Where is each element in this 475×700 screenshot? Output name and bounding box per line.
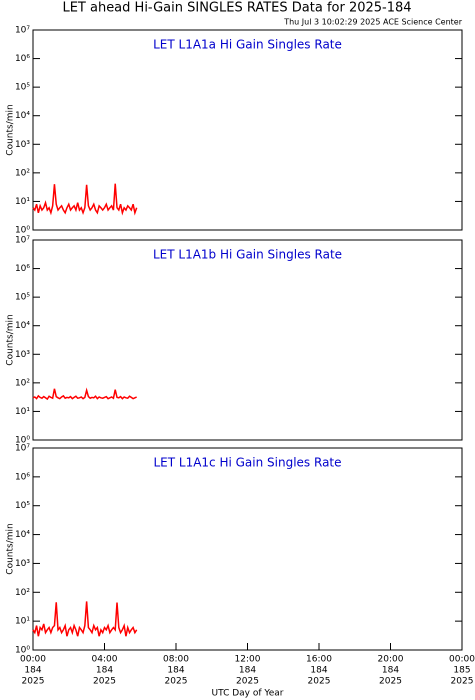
y-tick-label: 10⁵	[15, 501, 30, 511]
panel-title: LET L1A1c Hi Gain Singles Rate	[153, 456, 341, 470]
y-tick-label: 10⁰	[15, 646, 30, 656]
y-tick-label: 10⁷	[15, 26, 30, 36]
x-tick-label: 12:00	[235, 655, 261, 665]
x-tick-sublabel: 2025	[379, 677, 402, 687]
data-line	[32, 601, 138, 637]
x-axis-label: UTC Day of Year	[212, 689, 284, 699]
panel-title: LET L1A1a Hi Gain Singles Rate	[153, 38, 342, 52]
data-line	[32, 183, 138, 216]
y-tick-label: 10⁶	[15, 472, 30, 482]
y-tick-label: 10¹	[15, 617, 30, 627]
data-line	[32, 387, 137, 401]
y-tick-label: 10³	[15, 559, 30, 569]
y-tick-label: 10⁶	[15, 54, 30, 64]
x-tick-label: 08:00	[163, 655, 189, 665]
y-tick-label: 10⁰	[15, 226, 30, 236]
x-tick-sublabel: 184	[96, 666, 113, 676]
y-tick-label: 10⁴	[15, 530, 30, 540]
x-tick-label: 20:00	[378, 655, 404, 665]
y-tick-label: 10⁰	[15, 436, 30, 446]
y-tick-label: 10⁷	[15, 444, 30, 454]
x-tick-sublabel: 2025	[308, 677, 331, 687]
y-tick-label: 10³	[15, 350, 30, 360]
y-tick-label: 10³	[15, 140, 30, 150]
x-tick-sublabel: 184	[24, 666, 41, 676]
y-tick-label: 10⁷	[15, 236, 30, 246]
timestamp: Thu Jul 3 10:02:29 2025 ACE Science Cent…	[283, 18, 462, 27]
x-tick-label: 04:00	[92, 655, 118, 665]
y-tick-label: 10²	[15, 588, 30, 598]
x-tick-sublabel: 185	[453, 666, 470, 676]
y-tick-label: 10⁵	[15, 83, 30, 93]
y-tick-label: 10²	[15, 378, 30, 388]
x-tick-sublabel: 184	[382, 666, 399, 676]
x-tick-label: 00:00	[449, 655, 475, 665]
x-tick-sublabel: 2025	[93, 677, 116, 687]
plot-frame	[32, 29, 463, 231]
y-tick-label: 10⁵	[15, 293, 30, 303]
panel-title: LET L1A1b Hi Gain Singles Rate	[153, 248, 342, 262]
y-tick-label: 10¹	[15, 197, 30, 207]
x-tick-sublabel: 2025	[451, 677, 474, 687]
x-tick-sublabel: 184	[239, 666, 256, 676]
y-tick-label: 10⁴	[15, 321, 30, 331]
x-tick-sublabel: 2025	[22, 677, 45, 687]
page-title: LET ahead Hi-Gain SINGLES RATES Data for…	[62, 1, 411, 16]
y-tick-label: 10²	[15, 168, 30, 178]
y-axis-label: Counts/min	[6, 314, 16, 365]
x-tick-sublabel: 184	[310, 666, 327, 676]
plot-frame	[32, 239, 463, 441]
x-tick-label: 00:00	[20, 655, 46, 665]
y-axis-label: Counts/min	[6, 523, 16, 574]
x-tick-sublabel: 2025	[236, 677, 259, 687]
y-tick-label: 10¹	[15, 407, 30, 417]
x-tick-sublabel: 184	[167, 666, 184, 676]
y-tick-label: 10⁴	[15, 111, 30, 121]
x-tick-label: 16:00	[306, 655, 332, 665]
x-tick-sublabel: 2025	[165, 677, 188, 687]
y-tick-label: 10⁶	[15, 264, 30, 274]
y-axis-label: Counts/min	[6, 104, 16, 155]
